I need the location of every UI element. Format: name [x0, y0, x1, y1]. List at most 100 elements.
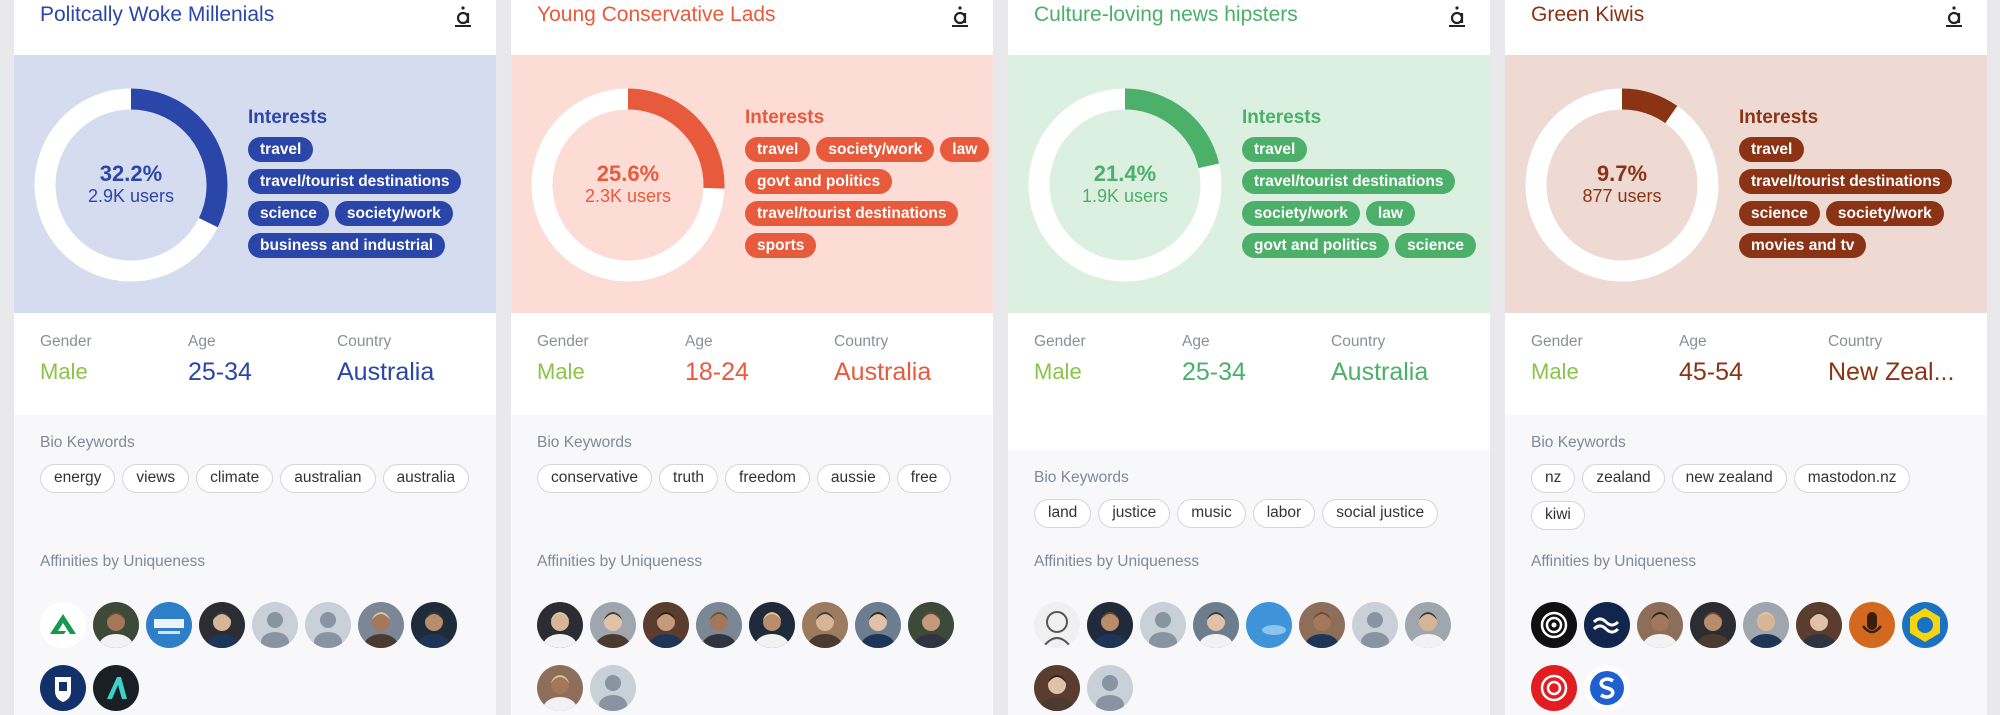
bio-keyword-chip[interactable]: labor — [1252, 499, 1316, 528]
bio-keyword-chip[interactable]: kiwi — [1531, 501, 1585, 530]
affinity-avatar-person[interactable] — [749, 602, 795, 648]
affinity-avatar-person[interactable] — [1637, 602, 1683, 648]
interest-chip[interactable]: travel — [1242, 137, 1308, 162]
affinity-avatar-waves-logo[interactable] — [1584, 602, 1630, 648]
interest-chip[interactable]: society/work — [816, 137, 935, 162]
affinity-avatar-person[interactable] — [1087, 602, 1133, 648]
affinities-heading: Affinities by Uniqueness — [1531, 553, 1697, 570]
interest-chip[interactable]: sports — [745, 233, 817, 258]
affinity-avatar-person[interactable] — [696, 602, 742, 648]
interest-chip[interactable]: society/work — [1825, 201, 1944, 226]
interest-chip[interactable]: travel — [248, 137, 314, 162]
affinity-avatar-sketch[interactable] — [1034, 602, 1080, 648]
affinity-avatar-person[interactable] — [643, 602, 689, 648]
affinity-avatar-grid — [40, 602, 480, 711]
segment-title[interactable]: Politcally Woke Millenials — [40, 3, 275, 26]
affinity-avatar-person[interactable] — [802, 602, 848, 648]
affinity-avatar-green-a-logo[interactable] — [40, 602, 86, 648]
interest-chip[interactable]: society/work — [334, 201, 453, 226]
affinity-avatar-person[interactable] — [537, 602, 583, 648]
segment-options-icon[interactable] — [1444, 3, 1470, 29]
affinity-avatar-default[interactable] — [1140, 602, 1186, 648]
donut-label: 21.4% 1.9K users — [1028, 162, 1222, 207]
interest-chip[interactable]: law — [940, 137, 990, 162]
interest-chip[interactable]: govt and politics — [1242, 233, 1390, 258]
interest-chip[interactable]: movies and tv — [1739, 233, 1867, 258]
bio-keyword-chip[interactable]: music — [1177, 499, 1246, 528]
affinity-avatar-business-badge[interactable] — [146, 602, 192, 648]
segment-options-icon[interactable] — [450, 3, 476, 29]
bio-keyword-chip[interactable]: freedom — [725, 464, 810, 493]
affinity-avatar-person[interactable] — [1405, 602, 1451, 648]
interest-chip[interactable]: travel — [745, 137, 811, 162]
gender-field: Gender Male — [537, 333, 589, 387]
gender-value: Male — [1034, 359, 1082, 384]
affinity-avatar-default[interactable] — [305, 602, 351, 648]
bio-keyword-chip[interactable]: energy — [40, 464, 116, 493]
affinity-avatar-cd-badge[interactable] — [1902, 602, 1948, 648]
affinity-avatar-person[interactable] — [411, 602, 457, 648]
affinity-avatar-person[interactable] — [1193, 602, 1239, 648]
segment-options-icon[interactable] — [1941, 3, 1967, 29]
affinity-avatar-default[interactable] — [1352, 602, 1398, 648]
affinity-avatar-person[interactable] — [1299, 602, 1345, 648]
segment-title[interactable]: Culture-loving news hipsters — [1034, 3, 1298, 26]
affinity-avatar-default[interactable] — [252, 602, 298, 648]
affinity-avatar-person[interactable] — [1034, 665, 1080, 711]
age-field: Age 18-24 — [685, 333, 749, 387]
bio-keyword-chip[interactable]: truth — [659, 464, 719, 493]
bio-keyword-chip[interactable]: zealand — [1582, 464, 1665, 493]
interest-chip[interactable]: science — [248, 201, 329, 226]
bio-keyword-chip[interactable]: free — [896, 464, 952, 493]
interest-chip[interactable]: society/work — [1242, 201, 1360, 226]
segment-title[interactable]: Green Kiwis — [1531, 3, 1645, 26]
affinity-avatar-person[interactable] — [358, 602, 404, 648]
segment-title[interactable]: Young Conservative Lads — [537, 3, 776, 26]
interest-chip[interactable]: travel/tourist destinations — [248, 169, 462, 194]
affinity-avatar-default[interactable] — [1087, 665, 1133, 711]
bio-keyword-chip[interactable]: conservative — [537, 464, 653, 493]
interest-chip[interactable]: travel — [1739, 137, 1805, 162]
bio-keyword-chip[interactable]: australian — [280, 464, 376, 493]
affinity-avatar-person[interactable] — [908, 602, 954, 648]
bio-keyword-chip[interactable]: new zealand — [1671, 464, 1787, 493]
segment-options-icon[interactable] — [947, 3, 973, 29]
card-header: Young Conservative Lads — [511, 0, 993, 55]
interest-chip[interactable]: business and industrial — [248, 233, 446, 258]
affinity-avatar-person[interactable] — [590, 602, 636, 648]
affinity-avatar-microphone[interactable] — [1849, 602, 1895, 648]
interest-chips: travel travel/tourist destinations science… — [1739, 137, 1984, 258]
affinity-avatar-rnz-logo[interactable] — [1531, 602, 1577, 648]
interest-chip[interactable]: travel/tourist destinations — [1242, 169, 1456, 194]
interest-chip[interactable]: science — [1395, 233, 1477, 258]
affinity-avatar-sky[interactable] — [1246, 602, 1292, 648]
bio-keyword-chip[interactable]: justice — [1098, 499, 1171, 528]
affinity-avatar-university-crest[interactable] — [40, 665, 86, 711]
affinity-avatar-default[interactable] — [590, 665, 636, 711]
bio-keyword-chip[interactable]: aussie — [816, 464, 890, 493]
bio-keyword-chip[interactable]: australia — [382, 464, 470, 493]
affinity-avatar-person[interactable] — [1743, 602, 1789, 648]
interest-chip[interactable]: law — [1365, 201, 1415, 226]
interest-chip[interactable]: travel/tourist destinations — [745, 201, 959, 226]
interest-chip[interactable]: govt and politics — [745, 169, 893, 194]
bio-keyword-chip[interactable]: social justice — [1322, 499, 1439, 528]
user-count: 2.9K users — [87, 186, 175, 206]
affinity-avatar-person[interactable] — [1796, 602, 1842, 648]
demographics-row: Gender Male Age 45-54 Country New Zeal... — [1505, 313, 1987, 415]
bio-keyword-chip[interactable]: climate — [196, 464, 274, 493]
bio-keyword-chip[interactable]: views — [122, 464, 190, 493]
bio-keyword-chip[interactable]: mastodon.nz — [1793, 464, 1911, 493]
bio-keyword-chip[interactable]: nz — [1531, 464, 1576, 493]
affinity-avatar-s-logo[interactable] — [1584, 665, 1630, 711]
affinity-avatar-person[interactable] — [537, 665, 583, 711]
affinity-avatar-person[interactable] — [93, 602, 139, 648]
interest-chip[interactable]: travel/tourist destinations — [1739, 169, 1953, 194]
affinity-avatar-red-rings-logo[interactable] — [1531, 665, 1577, 711]
interest-chip[interactable]: science — [1739, 201, 1820, 226]
affinity-avatar-person[interactable] — [855, 602, 901, 648]
affinity-avatar-person[interactable] — [1690, 602, 1736, 648]
bio-keyword-chip[interactable]: land — [1034, 499, 1092, 528]
affinity-avatar-dark-a-logo[interactable] — [93, 665, 139, 711]
affinity-avatar-person[interactable] — [199, 602, 245, 648]
